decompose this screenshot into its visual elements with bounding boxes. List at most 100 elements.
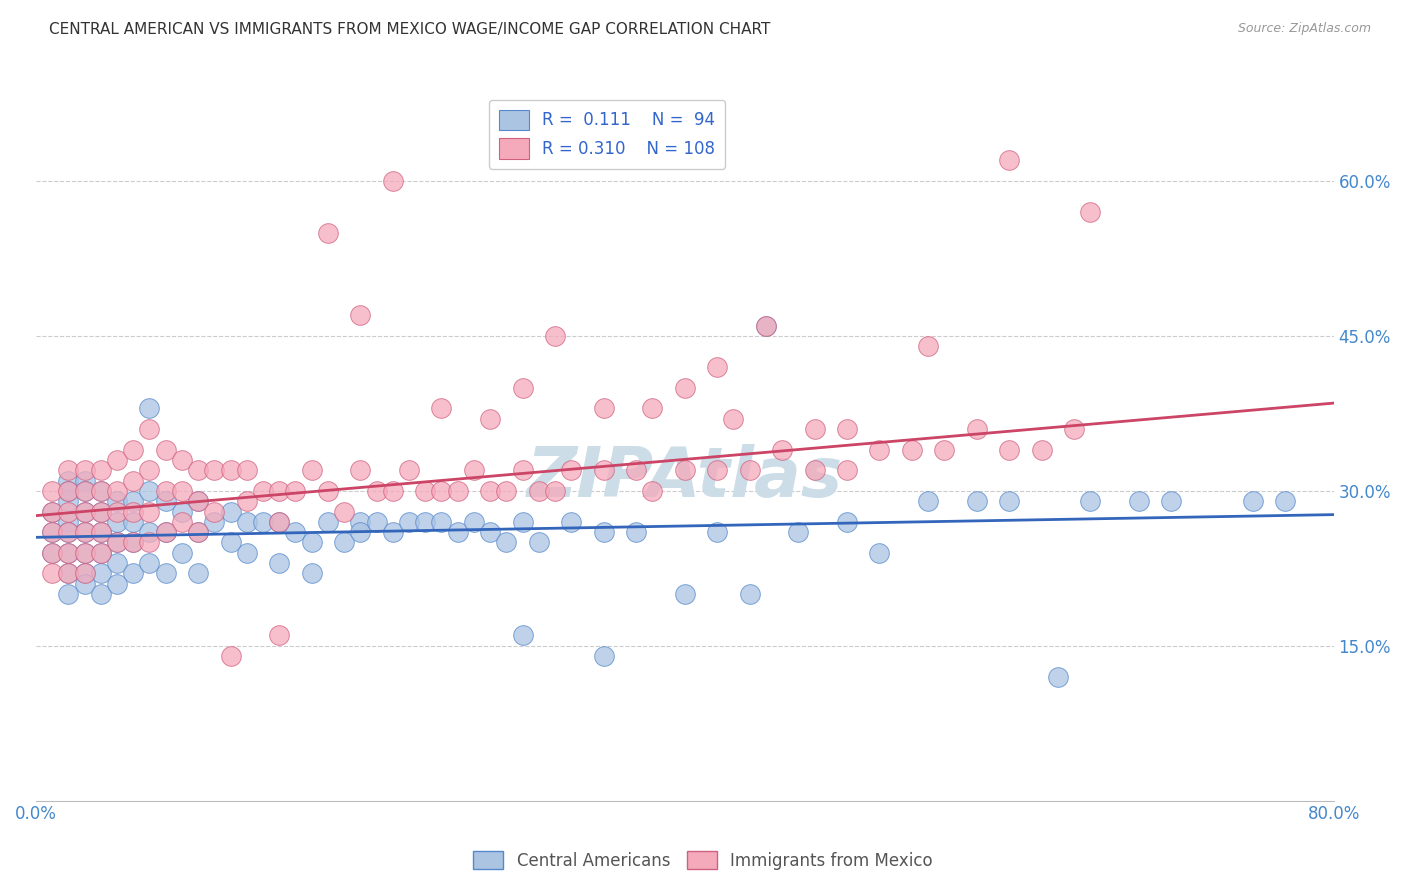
Point	[430, 483, 453, 498]
Point	[738, 587, 761, 601]
Point	[155, 566, 177, 581]
Point	[1078, 494, 1101, 508]
Point	[333, 504, 356, 518]
Point	[105, 535, 128, 549]
Point	[58, 515, 80, 529]
Point	[58, 525, 80, 540]
Text: Source: ZipAtlas.com: Source: ZipAtlas.com	[1237, 22, 1371, 36]
Point	[284, 483, 307, 498]
Point	[90, 525, 112, 540]
Point	[187, 525, 209, 540]
Point	[673, 381, 696, 395]
Point	[592, 649, 614, 664]
Point	[316, 483, 339, 498]
Point	[381, 525, 404, 540]
Point	[41, 525, 63, 540]
Point	[58, 525, 80, 540]
Point	[58, 546, 80, 560]
Point	[187, 566, 209, 581]
Point	[479, 411, 502, 425]
Point	[624, 525, 647, 540]
Point	[58, 463, 80, 477]
Point	[90, 546, 112, 560]
Point	[835, 515, 858, 529]
Point	[236, 515, 259, 529]
Point	[122, 504, 145, 518]
Point	[333, 535, 356, 549]
Point	[901, 442, 924, 457]
Point	[301, 535, 323, 549]
Point	[170, 483, 193, 498]
Point	[41, 504, 63, 518]
Point	[58, 483, 80, 498]
Point	[706, 463, 728, 477]
Point	[269, 483, 291, 498]
Point	[592, 463, 614, 477]
Point	[1160, 494, 1182, 508]
Point	[73, 576, 96, 591]
Point	[544, 329, 567, 343]
Point	[512, 628, 534, 642]
Point	[269, 515, 291, 529]
Point	[269, 556, 291, 570]
Point	[252, 483, 274, 498]
Text: ZIPAtlas: ZIPAtlas	[527, 444, 844, 511]
Point	[512, 381, 534, 395]
Point	[187, 463, 209, 477]
Point	[90, 463, 112, 477]
Point	[966, 422, 988, 436]
Point	[138, 463, 160, 477]
Point	[138, 504, 160, 518]
Point	[187, 525, 209, 540]
Point	[138, 483, 160, 498]
Point	[105, 576, 128, 591]
Point	[58, 504, 80, 518]
Point	[170, 546, 193, 560]
Point	[170, 453, 193, 467]
Point	[138, 525, 160, 540]
Point	[706, 525, 728, 540]
Text: CENTRAL AMERICAN VS IMMIGRANTS FROM MEXICO WAGE/INCOME GAP CORRELATION CHART: CENTRAL AMERICAN VS IMMIGRANTS FROM MEXI…	[49, 22, 770, 37]
Point	[219, 649, 242, 664]
Point	[463, 463, 485, 477]
Point	[122, 566, 145, 581]
Point	[413, 515, 436, 529]
Point	[998, 494, 1021, 508]
Point	[58, 483, 80, 498]
Point	[512, 463, 534, 477]
Point	[90, 525, 112, 540]
Point	[934, 442, 956, 457]
Point	[73, 504, 96, 518]
Point	[430, 401, 453, 416]
Point	[1031, 442, 1053, 457]
Point	[413, 483, 436, 498]
Point	[122, 442, 145, 457]
Point	[58, 587, 80, 601]
Point	[58, 566, 80, 581]
Point	[673, 463, 696, 477]
Point	[58, 566, 80, 581]
Point	[41, 546, 63, 560]
Point	[187, 494, 209, 508]
Point	[41, 566, 63, 581]
Point	[41, 546, 63, 560]
Point	[641, 483, 664, 498]
Point	[105, 515, 128, 529]
Point	[202, 463, 225, 477]
Point	[1274, 494, 1296, 508]
Point	[219, 463, 242, 477]
Point	[787, 525, 810, 540]
Point	[138, 401, 160, 416]
Point	[366, 515, 388, 529]
Point	[917, 339, 939, 353]
Point	[560, 463, 582, 477]
Point	[723, 411, 745, 425]
Point	[73, 566, 96, 581]
Point	[90, 546, 112, 560]
Point	[868, 442, 890, 457]
Point	[122, 494, 145, 508]
Point	[73, 546, 96, 560]
Point	[447, 525, 470, 540]
Point	[122, 515, 145, 529]
Point	[58, 474, 80, 488]
